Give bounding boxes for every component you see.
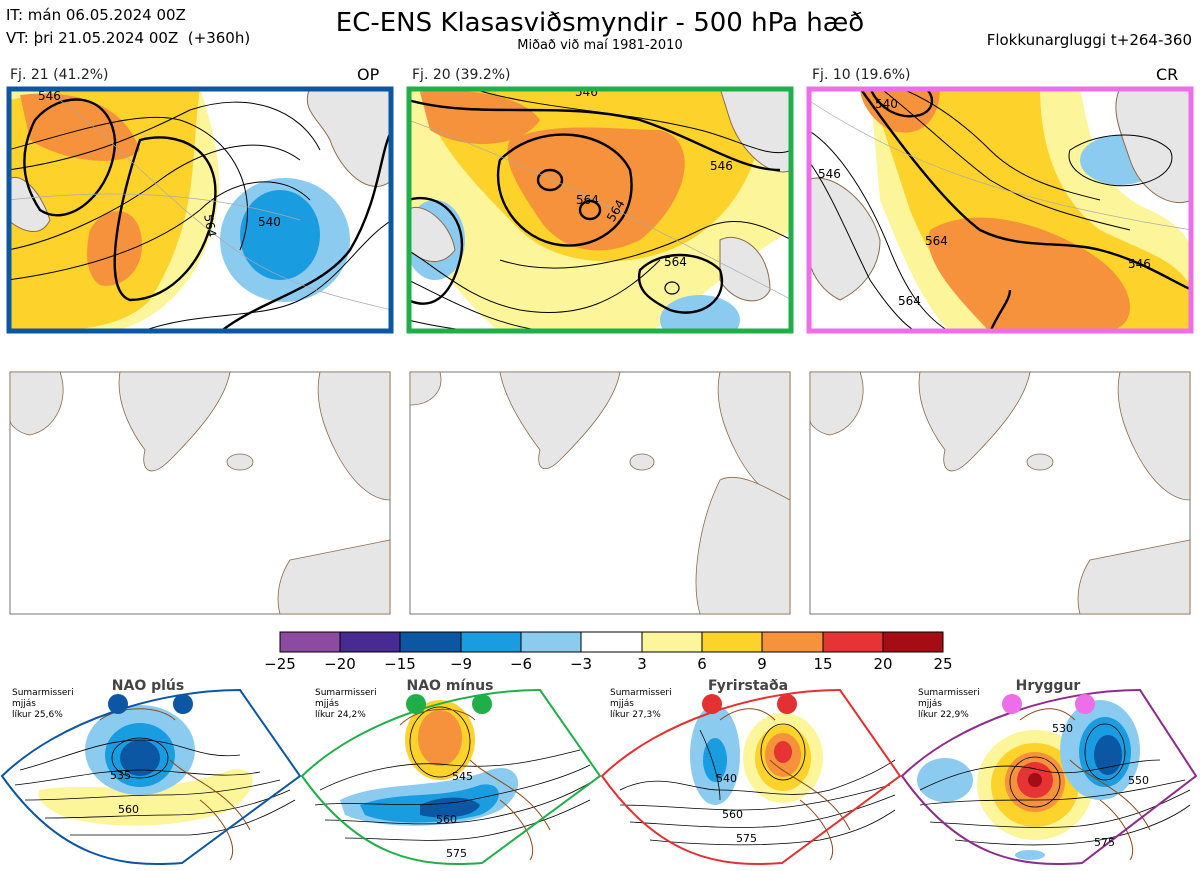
colorbar-tick: −3 [569,655,593,673]
colorbar-tick: −9 [449,655,473,673]
regime-months: mjjás [610,699,634,709]
cluster-1-tag: OP [357,65,380,84]
regime-ridge-map: 530 550 575 [900,688,1198,866]
regime-marker [1075,694,1095,714]
colorbar-tick: 20 [873,655,893,673]
regime-title-blocking: Fyrirstaða [707,678,789,694]
colorbar-swatch [280,632,340,652]
cluster-2-map: 546 564 564 546 564 [408,85,792,332]
valid-time: VT: þri 21.05.2024 00Z (+360h) [6,29,251,47]
regime-contour-label: 530 [1052,722,1073,735]
contour-label: 546 [710,159,733,173]
colorbar-swatch [702,632,762,652]
colorbar-tick: 6 [697,655,707,673]
regime-marker [702,694,722,714]
regime-season: Sumarmisseri [610,688,672,698]
regime-marker [173,694,193,714]
contour-label: 564 [898,294,921,308]
colorbar-swatch [521,632,581,652]
colorbar-tick: 25 [933,655,953,673]
regime-probability: líkur 24,2% [315,710,366,720]
colorbar-swatch [400,632,461,652]
contour-label: 564 [664,255,687,269]
regime-marker [108,694,128,714]
colorbar-swatch [340,632,400,652]
colorbar-swatch [581,632,642,652]
cluster-1-label: Fj. 21 (41.2%) [10,67,109,83]
regime-title-nao-minus: NAO mínus [406,678,494,694]
contour-label: 546 [818,167,841,181]
initial-time: IT: mán 06.05.2024 00Z [6,6,186,24]
cluster-2-label: Fj. 20 (39.2%) [412,67,511,83]
regime-contour-label: 575 [1094,836,1115,849]
colorbar [279,631,944,653]
page-title: EC-ENS Klasasviðsmyndir - 500 hPa hæð [335,8,865,38]
regime-probability: líkur 22,9% [918,710,969,720]
cluster-3-tag: CR [1156,65,1179,84]
regime-marker [472,694,492,714]
regime-marker [1002,694,1022,714]
colorbar-swatch [823,632,883,652]
colorbar-tick: −20 [324,655,356,673]
cluster-1-map: 546 564 540 [8,88,392,332]
regime-contour-label: 545 [452,770,473,783]
regime-probability: líkur 27,3% [610,710,661,720]
contour-label: 564 [201,213,219,238]
cluster-3-map: 546 564 540 546 564 [808,88,1192,332]
header-dates: IT: mán 06.05.2024 00Z VT: þri 21.05.202… [6,4,250,50]
regime-months: mjjás [12,699,36,709]
colorbar-swatch [883,632,943,652]
colorbar-tick: −25 [264,655,296,673]
colorbar-tick: 15 [813,655,833,673]
colorbar-swatch [762,632,823,652]
empty-map-panels [9,371,1191,615]
regime-contour-label: 540 [716,772,737,785]
contour-label: 546 [1128,257,1151,271]
regime-stats: Sumarmisseri mjjás líkur 22,9% [918,688,980,721]
regime-months: mjjás [315,699,339,709]
regime-blocking-map: 540 560 575 [600,688,902,866]
colorbar-swatch [642,632,702,652]
cluster-3-label: Fj. 10 (19.6%) [812,67,911,83]
regime-probability: líkur 25,6% [12,710,63,720]
regime-stats: Sumarmisseri mjjás líkur 24,2% [315,688,377,721]
cluster-window: Flokkunargluggi t+264-360 [986,31,1192,49]
regime-nao-minus-map: 545 560 575 [300,688,602,866]
regime-contour-label: 560 [118,803,139,816]
regime-season: Sumarmisseri [12,688,74,698]
contour-label: 546 [38,89,61,103]
contour-label: 564 [576,193,599,207]
regime-contour-label: 575 [736,832,757,845]
colorbar-tick: 9 [757,655,767,673]
regime-marker [406,694,426,714]
regime-contour-label: 560 [722,808,743,821]
regime-title-ridge: Hryggur [1015,678,1081,694]
regime-nao-plus-map: 535 560 [0,688,302,866]
regime-months: mjjás [918,699,942,709]
page-subtitle: Miðað við maí 1981-2010 [517,38,683,53]
contour-label: 540 [875,97,898,111]
regime-season: Sumarmisseri [918,688,980,698]
regime-contour-label: 575 [446,847,467,860]
colorbar-tick: −15 [384,655,416,673]
regime-stats: Sumarmisseri mjjás líkur 27,3% [610,688,672,721]
contour-label: 540 [258,215,281,229]
regime-contour-label: 535 [110,769,131,782]
regime-contour-label: 560 [436,813,457,826]
contour-label: 546 [575,85,598,99]
contour-label: 564 [925,234,948,248]
regime-season: Sumarmisseri [315,688,377,698]
colorbar-tick: −6 [509,655,533,673]
regime-title-nao-plus: NAO plús [111,678,185,694]
regime-contour-label: 550 [1128,774,1149,787]
colorbar-swatch [461,632,521,652]
regime-stats: Sumarmisseri mjjás líkur 25,6% [12,688,74,721]
regime-marker [777,694,797,714]
colorbar-tick: 3 [637,655,647,673]
